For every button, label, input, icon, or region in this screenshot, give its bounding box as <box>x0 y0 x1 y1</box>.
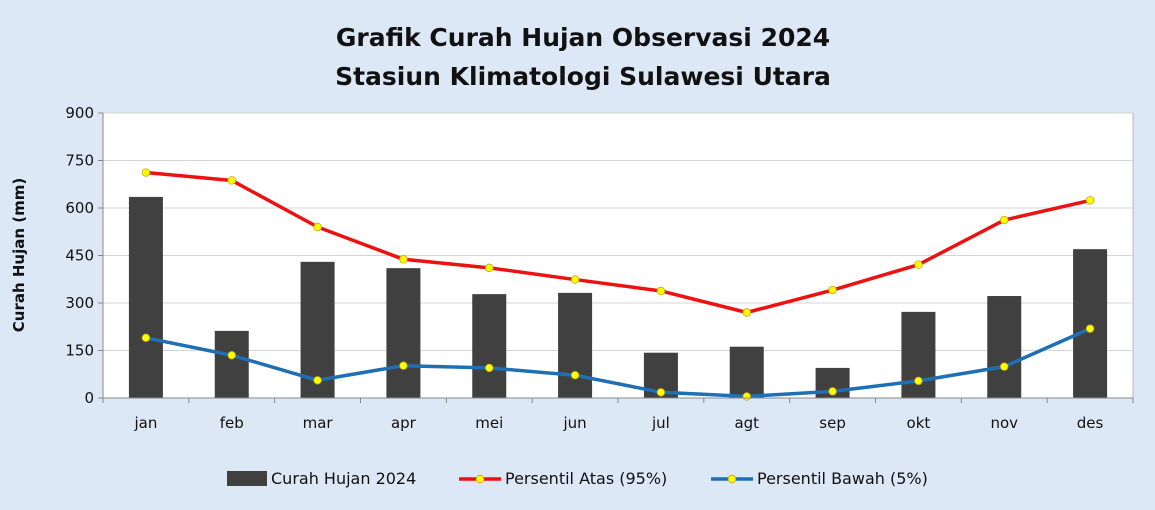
point-lower-okt <box>914 376 923 386</box>
point-upper-mar <box>313 222 322 232</box>
x-tick-label-jan: jan <box>133 414 157 432</box>
line-upper-percentile <box>144 170 1092 315</box>
line-series <box>141 168 1095 401</box>
chart-title-line-1: Grafik Curah Hujan Observasi 2024 <box>336 23 830 52</box>
point-lower-jul <box>656 388 666 397</box>
y-tick-label: 600 <box>65 199 94 217</box>
point-upper-nov <box>1000 215 1009 225</box>
point-lower-nov <box>1000 362 1009 371</box>
point-upper-mei <box>485 263 494 273</box>
line-lower-percentile <box>144 326 1092 399</box>
point-upper-agt <box>742 308 751 317</box>
legend-label-lower: Persentil Bawah (5%) <box>757 469 928 488</box>
y-axis-label: Curah Hujan (mm) <box>10 178 28 332</box>
bar-apr <box>386 268 421 398</box>
x-tick-label-jul: jul <box>651 414 670 432</box>
x-tick-label-okt: okt <box>907 414 931 432</box>
y-tick-label: 300 <box>65 294 94 312</box>
legend-label-bars: Curah Hujan 2024 <box>271 469 416 488</box>
point-lower-agt <box>742 392 751 401</box>
y-tick-label: 0 <box>84 389 94 407</box>
x-tick-label-nov: nov <box>990 414 1018 432</box>
bar-agt <box>729 346 764 398</box>
point-upper-feb <box>227 176 236 185</box>
y-axis-ticks: 0 150 300 450 600 750 900 <box>65 104 103 407</box>
legend-swatch-upper-marker <box>475 474 485 484</box>
chart-title-line-2: Stasiun Klimatologi Sulawesi Utara <box>335 62 831 91</box>
legend-label-upper: Persentil Atas (95%) <box>505 469 667 488</box>
bar-nov <box>987 296 1022 398</box>
x-tick-label-feb: feb <box>220 414 244 432</box>
bar-jan <box>128 196 163 398</box>
point-upper-jun <box>570 275 580 284</box>
y-tick-label: 900 <box>65 104 94 122</box>
x-tick-label-jun: jun <box>562 414 586 432</box>
bar-des <box>1073 249 1108 398</box>
point-upper-jan <box>141 168 151 177</box>
y-tick-label: 750 <box>65 152 94 170</box>
point-lower-mar <box>313 376 322 385</box>
point-lower-feb <box>227 351 236 360</box>
point-upper-okt <box>914 260 923 269</box>
y-tick-label: 150 <box>65 342 94 360</box>
point-lower-sep <box>828 387 837 396</box>
y-tick-label: 450 <box>65 247 94 265</box>
x-tick-label-mar: mar <box>303 414 334 432</box>
legend-swatch-lower-marker <box>727 474 737 484</box>
x-axis-ticks: jan feb mar apr mei jun jul agt sep okt nov des <box>102 398 1134 432</box>
x-tick-label-sep: sep <box>819 414 846 432</box>
point-lower-mei <box>485 363 494 373</box>
point-lower-des <box>1085 324 1095 333</box>
x-tick-label-mei: mei <box>475 414 503 432</box>
x-tick-label-agt: agt <box>734 414 759 432</box>
point-upper-des <box>1085 196 1095 205</box>
grid-lines <box>103 112 1133 351</box>
legend: Curah Hujan 2024 Persentil Atas (95%) Pe… <box>227 469 928 488</box>
x-tick-label-apr: apr <box>391 414 417 432</box>
point-upper-jul <box>656 286 666 296</box>
point-lower-jan <box>141 333 151 343</box>
legend-swatch-bars <box>227 471 267 486</box>
point-upper-apr <box>399 255 408 264</box>
bar-jun <box>558 292 593 398</box>
point-upper-sep <box>828 285 837 295</box>
point-lower-jun <box>570 371 580 380</box>
bar-feb <box>214 330 249 398</box>
point-lower-apr <box>399 361 408 370</box>
bar-mei <box>472 294 507 398</box>
x-tick-label-des: des <box>1077 414 1104 432</box>
